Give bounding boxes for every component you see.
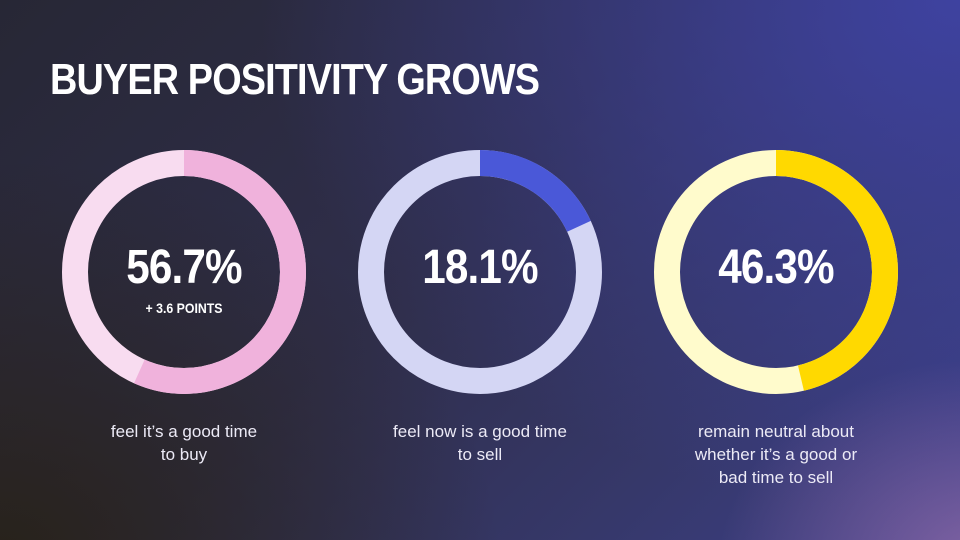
caption-line: whether it’s a good or — [694, 445, 858, 464]
caption-line: remain neutral about — [698, 422, 854, 441]
caption-line: feel it’s a good time — [110, 422, 258, 441]
donut-chart-sell: 18.1% — [358, 150, 602, 394]
donut-value-label: 56.7% — [126, 241, 242, 294]
donut-caption-buy: feel it’s a good time to buy — [62, 420, 306, 466]
donut-svg — [654, 150, 898, 394]
donut-value-segment — [62, 150, 306, 394]
donut-value-label: 46.3% — [718, 241, 834, 294]
donut-subtitle: + 3.6 POINTS — [145, 300, 223, 316]
donut-svg — [62, 150, 306, 394]
caption-line: bad time to sell — [718, 468, 834, 487]
donut-svg — [358, 150, 602, 394]
caption-line: to sell — [457, 445, 503, 464]
page-title: BUYER POSITIVITY GROWS — [50, 55, 540, 104]
donut-caption-neutral: remain neutral about whether it’s a good… — [654, 420, 898, 489]
caption-line: feel now is a good time — [393, 422, 567, 441]
donut-chart-buy: 56.7% + 3.6 POINTS — [62, 150, 306, 394]
donut-caption-sell: feel now is a good time to sell — [358, 420, 602, 466]
donut-value-label: 18.1% — [422, 241, 538, 294]
donut-chart-neutral: 46.3% — [654, 150, 898, 394]
donut-value-segment — [654, 150, 898, 394]
caption-line: to buy — [160, 445, 208, 464]
donut-value-segment — [358, 150, 602, 394]
